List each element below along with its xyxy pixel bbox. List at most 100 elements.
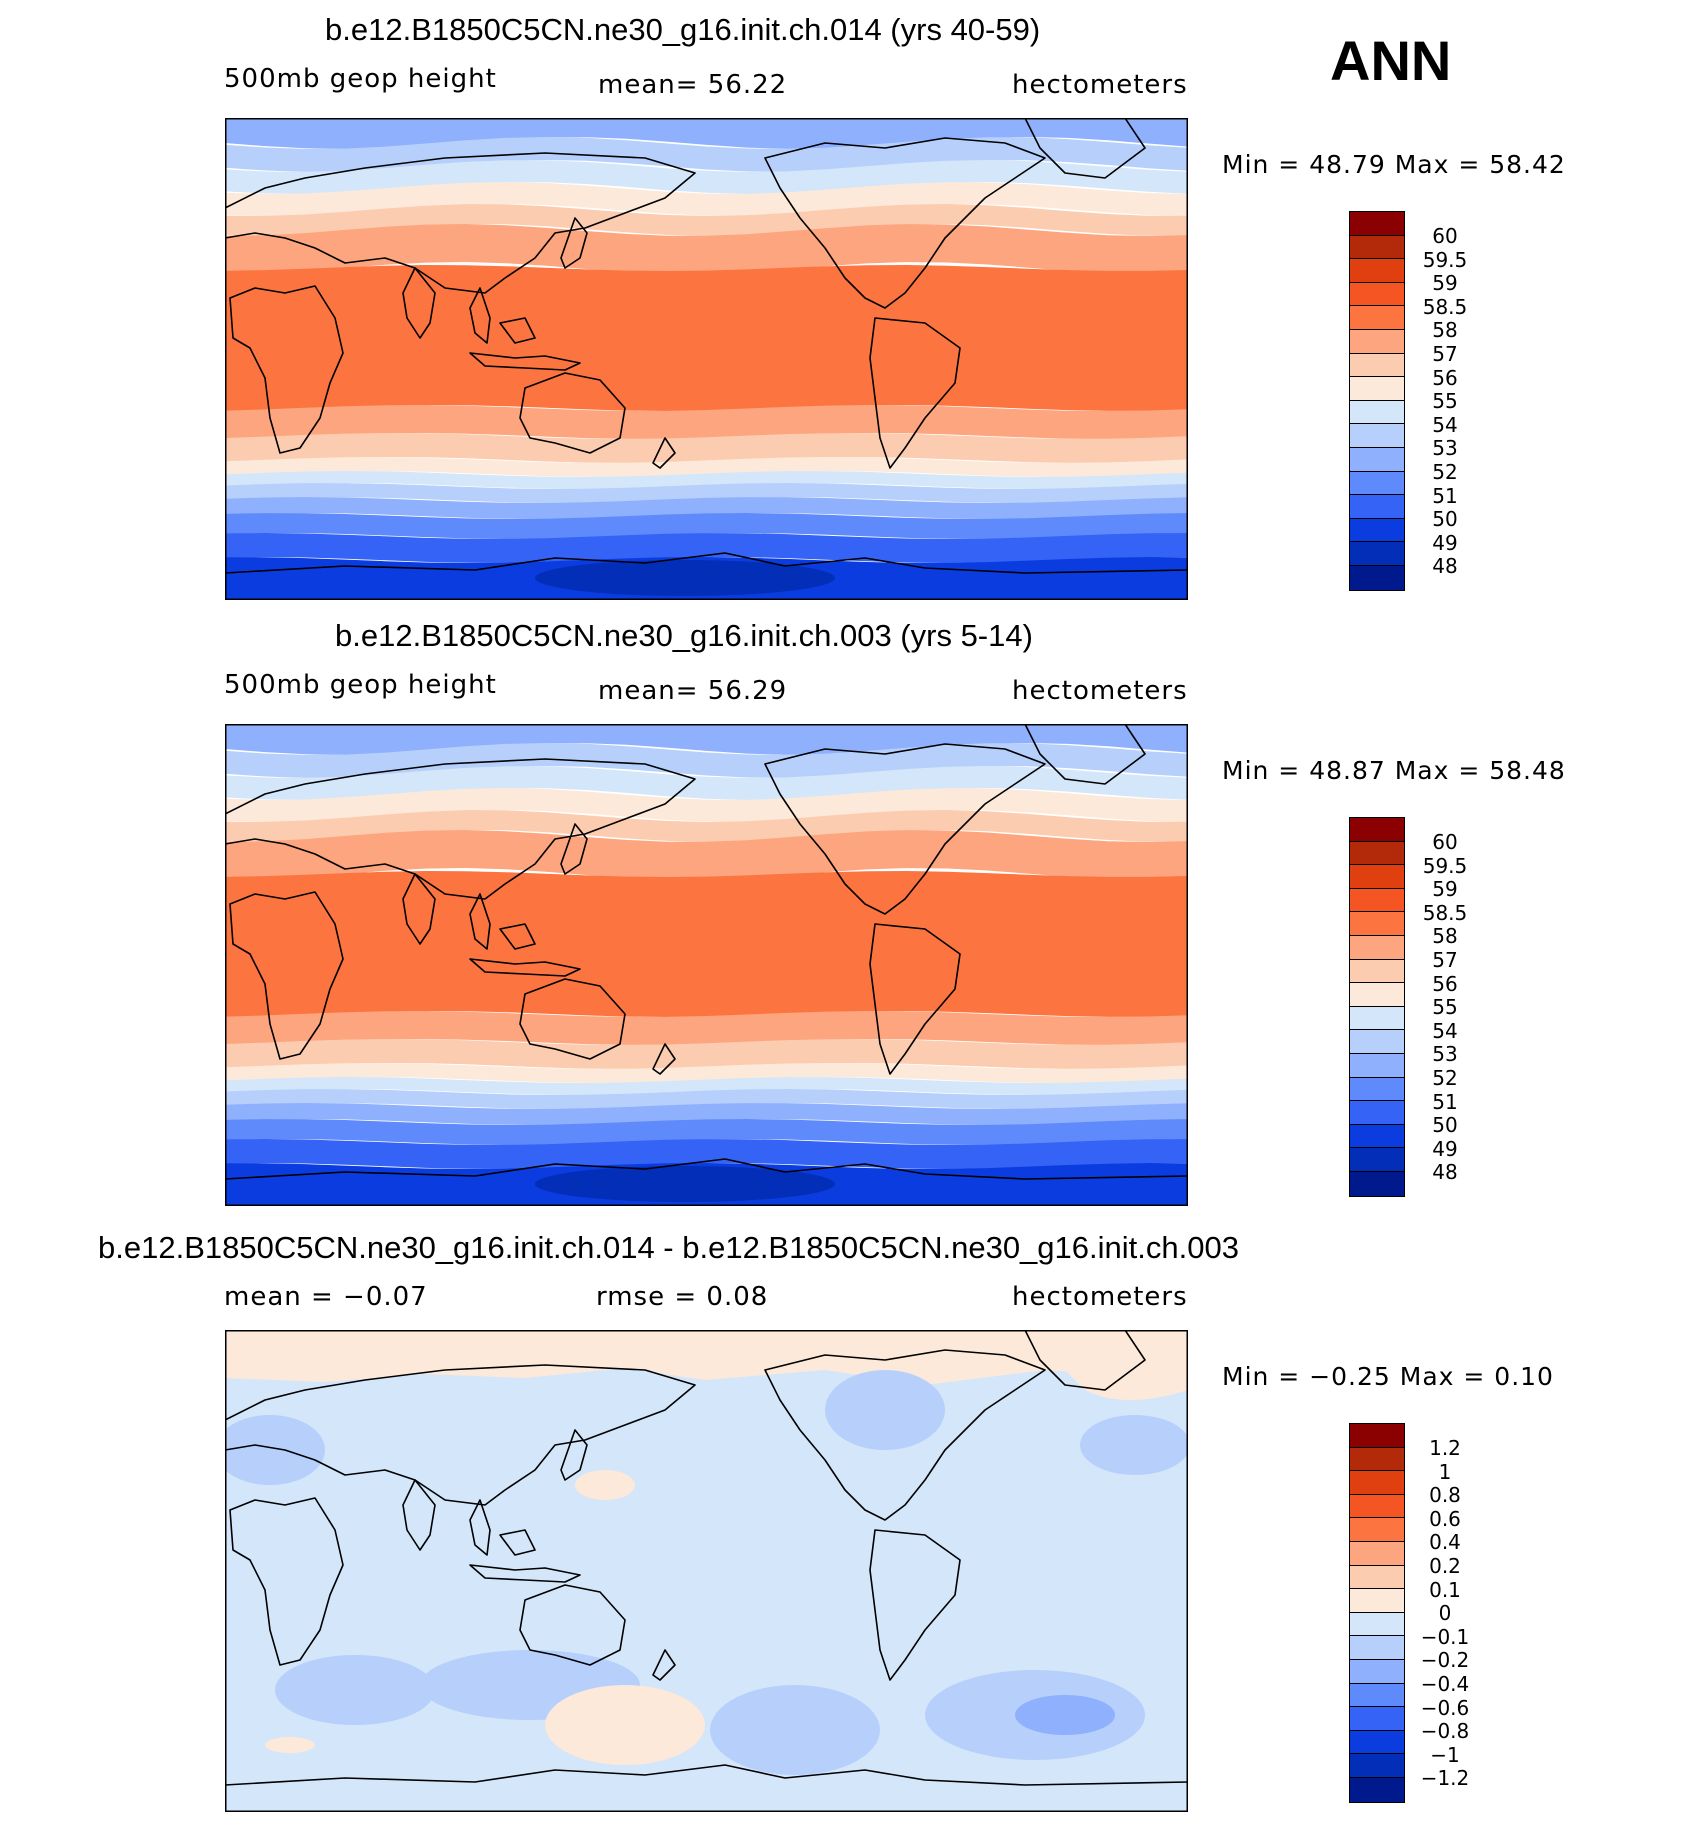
contour-band <box>225 1119 1188 1145</box>
coastline <box>1024 724 1146 785</box>
contour-band <box>225 766 1188 800</box>
coastline <box>764 743 1046 915</box>
coastline <box>499 317 536 344</box>
colorbar-tick-label: 59.5 <box>1422 853 1468 878</box>
colorbar-tick-label: 49 <box>1432 1136 1458 1161</box>
colorbar-swatch <box>1350 1494 1404 1519</box>
colorbar-tick-label: 59 <box>1432 877 1458 902</box>
colorbar-tick-label: 55 <box>1432 995 1458 1020</box>
colorbar-swatch <box>1350 1589 1404 1613</box>
coastline <box>1024 118 1146 179</box>
coastline <box>225 1364 696 1506</box>
contour-band <box>225 533 1188 563</box>
panel3-map <box>225 1330 1188 1812</box>
colorbar-swatch <box>1350 377 1404 401</box>
contour-band <box>225 788 1188 822</box>
colorbar-swatch <box>1350 447 1404 472</box>
colorbar-swatch <box>1350 1171 1404 1196</box>
coastline <box>764 137 1046 309</box>
contour-band <box>225 160 1188 194</box>
colorbar-swatch <box>1350 1707 1404 1731</box>
coastline <box>402 267 436 339</box>
coastline <box>229 891 344 1060</box>
contour-band <box>275 1655 435 1725</box>
colorbar-swatch <box>1350 1101 1404 1125</box>
contour-band <box>225 457 1188 477</box>
colorbar-swatch <box>1350 959 1404 984</box>
colorbar-tick-label: 56 <box>1432 365 1458 390</box>
coastline <box>469 352 581 371</box>
colorbar-tick-label: 59 <box>1432 271 1458 296</box>
colorbar-tick-label: 58.5 <box>1422 294 1468 319</box>
panel2-units: hectometers <box>1012 676 1188 706</box>
colorbar-swatch <box>1350 1730 1404 1755</box>
coastline <box>225 1764 1188 1786</box>
panel1-mean: mean= 56.22 <box>598 70 788 100</box>
colorbar-swatch <box>1350 235 1404 260</box>
coastline <box>402 1479 436 1551</box>
colorbar-tick-label: 49 <box>1432 530 1458 555</box>
colorbar-swatch <box>1350 306 1404 330</box>
colorbar-swatch <box>1350 1777 1404 1802</box>
coastline <box>560 1429 588 1481</box>
colorbar-swatch <box>1350 983 1404 1007</box>
contour-band <box>535 560 835 596</box>
colorbar-swatch <box>1350 1612 1404 1637</box>
panel3-title: b.e12.B1850C5CN.ne30_g16.init.ch.014 - b… <box>98 1230 1239 1265</box>
panel1-contour-bands <box>225 118 1188 600</box>
contour-band <box>225 182 1188 216</box>
colorbar-swatch <box>1350 542 1404 566</box>
coastline <box>869 1529 961 1681</box>
contour-band <box>225 1063 1188 1083</box>
colorbar-tick-label: 0.2 <box>1429 1554 1461 1578</box>
contour-band <box>575 1470 635 1500</box>
coastline <box>469 893 491 950</box>
colorbar-swatch <box>1350 1447 1404 1472</box>
coastline <box>499 923 536 950</box>
panel3-coastlines <box>225 1330 1188 1786</box>
contour-band <box>225 513 1188 539</box>
panel1-map <box>225 118 1188 600</box>
contour-band <box>225 1415 325 1485</box>
coastline <box>519 372 626 454</box>
panel2-mean: mean= 56.29 <box>598 676 788 706</box>
colorbar-tick-label: 51 <box>1432 483 1458 508</box>
colorbar-swatch <box>1350 818 1404 842</box>
contour-band <box>1080 1415 1188 1475</box>
colorbar-tick-label: 56 <box>1432 971 1458 996</box>
colorbar-swatch <box>1350 1053 1404 1078</box>
colorbar-tick-label: −0.1 <box>1420 1624 1470 1649</box>
panel2-coastlines <box>225 724 1188 1180</box>
colorbar-tick-label: 55 <box>1432 389 1458 414</box>
contour-band <box>225 1089 1188 1109</box>
panel2-title: b.e12.B1850C5CN.ne30_g16.init.ch.003 (yr… <box>335 618 1033 653</box>
colorbar-swatch <box>1350 1683 1404 1708</box>
coastline <box>499 1529 536 1556</box>
panel2-minmax: Min = 48.87 Max = 58.48 <box>1222 756 1566 785</box>
coastline <box>652 437 676 469</box>
colorbar-swatch <box>1350 935 1404 960</box>
panel3-contour-bands <box>225 1330 1188 1812</box>
coastline <box>560 823 588 875</box>
contour-band <box>225 497 1188 519</box>
colorbar-tick-label: 0 <box>1438 1601 1452 1626</box>
colorbar-swatch <box>1350 1424 1404 1448</box>
colorbar-tick-label: 53 <box>1432 436 1458 461</box>
coastline <box>229 1497 344 1666</box>
colorbar-tick-label: 54 <box>1432 412 1458 437</box>
coastline <box>869 923 961 1075</box>
coastline <box>225 1158 1188 1180</box>
colorbar-swatch <box>1350 1030 1404 1054</box>
colorbar-tick-label: 1.2 <box>1429 1436 1461 1460</box>
panel1-units: hectometers <box>1012 70 1188 100</box>
colorbar-tick-label: 50 <box>1432 507 1458 532</box>
colorbar-swatch <box>1350 1471 1404 1495</box>
colorbar-tick-label: 60 <box>1432 224 1458 248</box>
panel3-minmax: Min = −0.25 Max = 0.10 <box>1222 1362 1554 1391</box>
colorbar-tick-label: 58 <box>1432 924 1458 949</box>
panel2-map <box>225 724 1188 1206</box>
coastline <box>764 1349 1046 1521</box>
colorbar-tick-label: 1 <box>1438 1459 1452 1484</box>
colorbar-tick-label: 57 <box>1432 342 1458 366</box>
contour-band <box>710 1685 880 1775</box>
